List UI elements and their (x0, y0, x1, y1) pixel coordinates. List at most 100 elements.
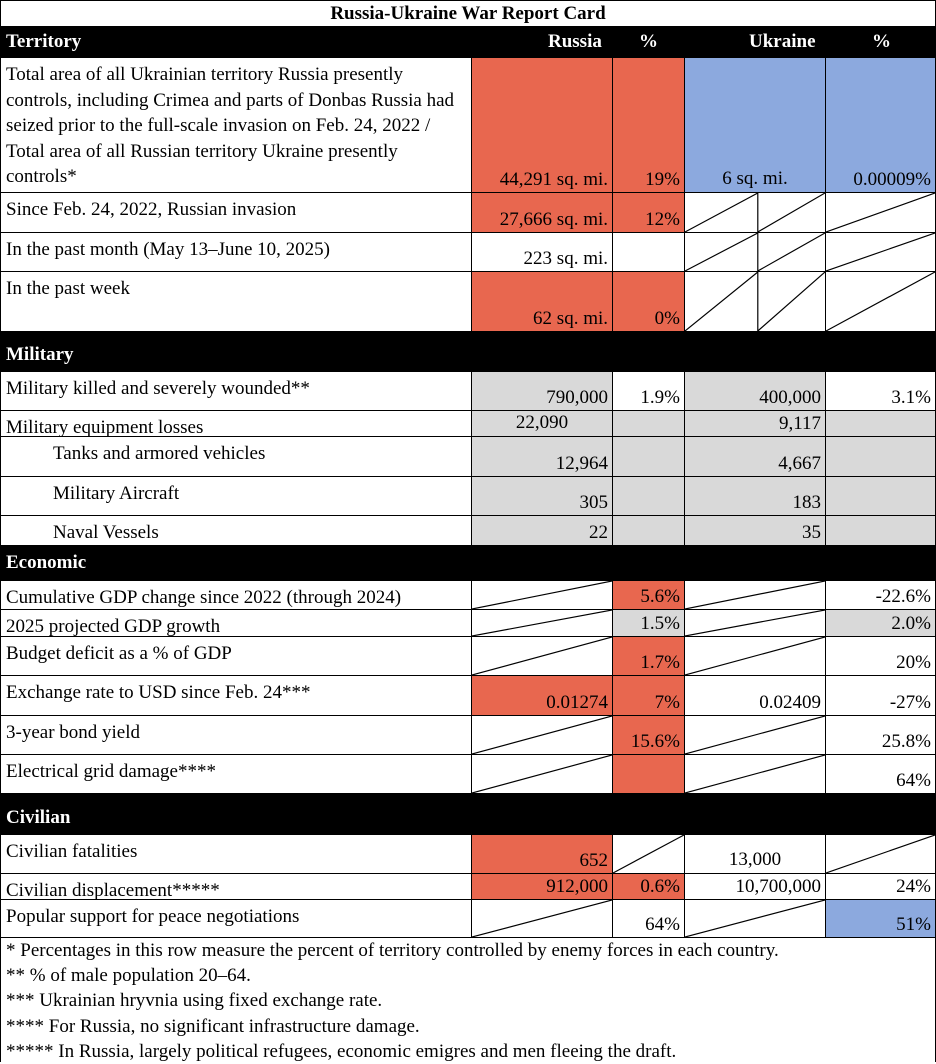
not-applicable-slash (685, 716, 825, 754)
russia-value-cell: 912,000 (472, 874, 613, 900)
russia-value-cell (472, 637, 613, 676)
table-row: Since Feb. 24, 2022, Russian invasion 27,… (0, 193, 936, 233)
row-label: Tanks and armored vehicles (0, 437, 472, 477)
russia-value: 27,666 sq. mi. (499, 208, 608, 230)
table-row: Naval Vessels 22 35 (0, 516, 936, 546)
ukraine-value: 10,700,000 (735, 875, 822, 897)
russia-value-cell (472, 716, 613, 755)
not-applicable-slash (685, 233, 825, 271)
russia-value: 44,291 sq. mi. (499, 168, 608, 190)
footnote-3: *** Ukrainian hryvnia using fixed exchan… (6, 990, 383, 1012)
russia-pct-cell (613, 233, 685, 272)
territory-section-label: Territory (6, 31, 82, 52)
russia-pct-cell (613, 835, 685, 874)
ukraine-pct-cell: 3.1% (826, 372, 936, 411)
russia-value: 790,000 (546, 386, 608, 408)
not-applicable-slash (685, 581, 825, 609)
russia-value-cell: 305 (472, 477, 613, 516)
russia-pct-column-header: % (639, 31, 658, 52)
ukraine-value: 183 (792, 491, 822, 513)
ukraine-pct: 25.8% (881, 730, 931, 752)
table-row: Military equipment losses 22,090 9,117 (0, 411, 936, 437)
report-title: Russia-Ukraine War Report Card (0, 0, 936, 27)
russia-pct-cell: 12% (613, 193, 685, 233)
ukraine-pct: -27% (889, 691, 931, 713)
russia-value: 652 (579, 849, 609, 871)
row-label: Popular support for peace negotiations (0, 900, 472, 938)
row-label: In the past month (May 13–June 10, 2025) (0, 233, 472, 272)
footnote-4: **** For Russia, no significant infrastr… (6, 1015, 420, 1037)
table-row: In the past week 62 sq. mi. 0% (0, 272, 936, 332)
economic-section-header: Economic (0, 546, 936, 581)
row-label: Cumulative GDP change since 2022 (throug… (0, 581, 472, 610)
ukraine-value-cell: 35 (685, 516, 826, 546)
table-row: Military Aircraft 305 183 (0, 477, 936, 516)
russia-value-cell (472, 581, 613, 610)
not-applicable-slash (613, 835, 684, 873)
russia-pct-cell (613, 477, 685, 516)
table-row: Civilian displacement***** 912,000 0.6% 10,… (0, 874, 936, 900)
russia-value-cell: 22,090 (472, 411, 613, 437)
ukraine-value-cell: 183 (685, 477, 826, 516)
ukraine-pct-cell: 24% (826, 874, 936, 900)
civilian-section-header: Civilian (0, 794, 936, 835)
row-label: 3-year bond yield (0, 716, 472, 755)
russia-pct-cell: 7% (613, 676, 685, 716)
ukraine-value: 4,667 (778, 452, 821, 474)
row-label: Military equipment losses (0, 411, 472, 437)
table-row: Electrical grid damage**** 64% (0, 755, 936, 794)
not-applicable-slash (472, 755, 612, 793)
ukraine-pct-cell: -22.6% (826, 581, 936, 610)
ukraine-pct-cell (826, 272, 936, 332)
not-applicable-slash (685, 637, 825, 675)
row-label: Since Feb. 24, 2022, Russian invasion (0, 193, 472, 233)
row-label: Civilian displacement***** (0, 874, 472, 900)
row-label: Electrical grid damage**** (0, 755, 472, 794)
russia-value-cell: 44,291 sq. mi. (472, 58, 613, 193)
ukraine-value: 35 (802, 521, 821, 543)
ukraine-value: 400,000 (759, 386, 821, 408)
ukraine-pct: 3.1% (891, 386, 931, 408)
ukraine-value-cell (685, 755, 826, 794)
footnote-1: * Percentages in this row measure the pe… (6, 940, 779, 961)
ukraine-value: 6 sq. mi. (722, 167, 788, 189)
russia-pct-cell: 1.9% (613, 372, 685, 411)
not-applicable-slash (472, 581, 612, 609)
ukraine-pct: 51% (896, 913, 931, 935)
ukraine-pct-cell (826, 233, 936, 272)
russia-pct: 5.6% (640, 585, 680, 607)
russia-pct: 0% (654, 307, 680, 329)
civilian-section-label: Civilian (6, 807, 71, 828)
russia-pct: 1.5% (640, 612, 680, 634)
ukraine-pct-cell: -27% (826, 676, 936, 716)
table-row: Cumulative GDP change since 2022 (throug… (0, 581, 936, 610)
russia-value: 912,000 (546, 875, 608, 897)
ukraine-value-cell: 4,667 (685, 437, 826, 477)
footnote-2: ** % of male population 20–64. (6, 965, 251, 987)
not-applicable-slash (472, 610, 612, 636)
table-row: In the past month (May 13–June 10, 2025)… (0, 233, 936, 272)
row-label: Exchange rate to USD since Feb. 24*** (0, 676, 472, 716)
ukraine-pct-cell (826, 437, 936, 477)
ukraine-value-cell (685, 716, 826, 755)
table-row: Total area of all Ukrainian territory Ru… (0, 58, 936, 193)
table-row: Military killed and severely wounded** 79… (0, 372, 936, 411)
row-label: Naval Vessels (0, 516, 472, 546)
military-section-header: Military (0, 332, 936, 372)
ukraine-value-cell (685, 233, 826, 272)
russia-pct: 64% (645, 913, 680, 935)
row-label: Total area of all Ukrainian territory Ru… (0, 58, 472, 193)
russia-value: 12,964 (555, 452, 608, 474)
ukraine-pct-cell: 20% (826, 637, 936, 676)
table-row: 3-year bond yield 15.6% 25.8% (0, 716, 936, 755)
row-label: Civilian fatalities (0, 835, 472, 874)
ukraine-value: 13,000 (728, 848, 782, 870)
ukraine-value-cell (685, 637, 826, 676)
russia-value-cell: 223 sq. mi. (472, 233, 613, 272)
ukraine-column-header: Ukraine (749, 31, 816, 52)
ukraine-pct-cell: 51% (826, 900, 936, 938)
table-row: Budget deficit as a % of GDP 1.7% 20% (0, 637, 936, 676)
ukraine-pct-column-header: % (872, 31, 891, 52)
ukraine-value: 9,117 (778, 412, 821, 434)
russia-value-cell: 652 (472, 835, 613, 874)
